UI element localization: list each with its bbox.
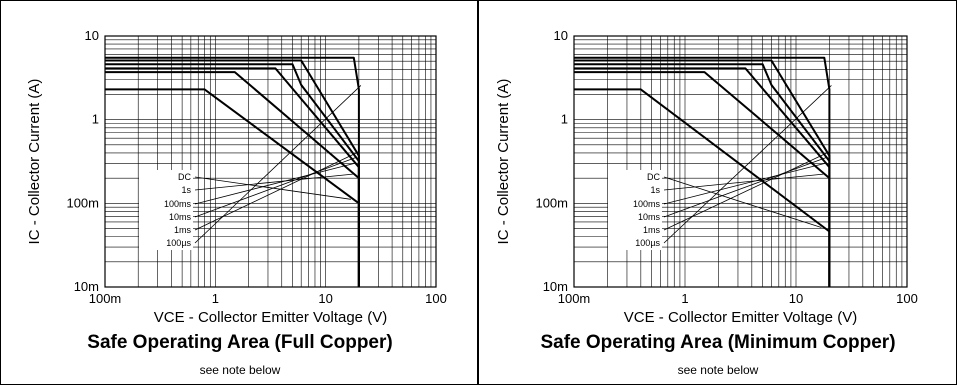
series-leader-line	[663, 156, 828, 218]
soa-curve	[574, 56, 831, 287]
series-label: 10ms	[169, 212, 192, 222]
series-label: 1s	[181, 185, 191, 195]
series-leader-line	[194, 162, 355, 205]
series-leader-line	[663, 162, 826, 205]
chart-note: see note below	[200, 363, 281, 377]
series-label: 1ms	[174, 225, 192, 235]
series-leader-line	[194, 156, 358, 218]
y-tick-label: 10	[554, 28, 568, 43]
y-tick-label: 100m	[66, 195, 99, 210]
y-axis-label: IC - Collector Current (A)	[26, 79, 43, 245]
chart-note: see note below	[678, 363, 759, 377]
series-label: DC	[178, 172, 191, 182]
series-label-background	[139, 170, 193, 250]
chart-title: Safe Operating Area (Minimum Copper)	[540, 332, 895, 353]
y-tick-label: 100m	[535, 195, 568, 210]
series-leader-line	[663, 176, 822, 228]
x-tick-label: 10	[318, 291, 332, 306]
y-tick-label: 10m	[74, 279, 99, 294]
series-label-background	[608, 170, 662, 250]
x-tick-label: 100m	[558, 291, 591, 306]
plot-frame	[104, 35, 437, 288]
y-tick-label: 10m	[543, 279, 568, 294]
x-axis-label: VCE - Collector Emitter Voltage (V)	[624, 309, 857, 326]
chart-title: Safe Operating Area (Full Copper)	[87, 332, 392, 353]
series-label: 100µs	[635, 238, 660, 248]
series-leader-line	[663, 173, 824, 191]
y-axis-label: IC - Collector Current (A)	[495, 79, 512, 245]
x-tick-label: 1	[681, 291, 688, 306]
series-label: 100ms	[164, 199, 192, 209]
x-tick-label: 100m	[89, 291, 122, 306]
y-tick-label: 10	[85, 28, 99, 43]
series-label: 100ms	[633, 199, 661, 209]
x-tick-label: 1	[212, 291, 219, 306]
series-label: 1s	[650, 185, 660, 195]
y-tick-label: 1	[561, 112, 568, 127]
series-label: DC	[647, 172, 660, 182]
series-label: 100µs	[166, 238, 191, 248]
soa-curve	[105, 56, 360, 287]
series-label: 10ms	[638, 212, 661, 222]
x-axis-label: VCE - Collector Emitter Voltage (V)	[154, 309, 387, 326]
plot-frame	[573, 35, 908, 288]
x-tick-label: 100	[425, 291, 447, 306]
series-leader-line	[194, 173, 353, 191]
y-tick-label: 1	[92, 112, 99, 127]
series-label: 1ms	[643, 225, 661, 235]
x-tick-label: 10	[789, 291, 803, 306]
x-tick-label: 100	[896, 291, 918, 306]
